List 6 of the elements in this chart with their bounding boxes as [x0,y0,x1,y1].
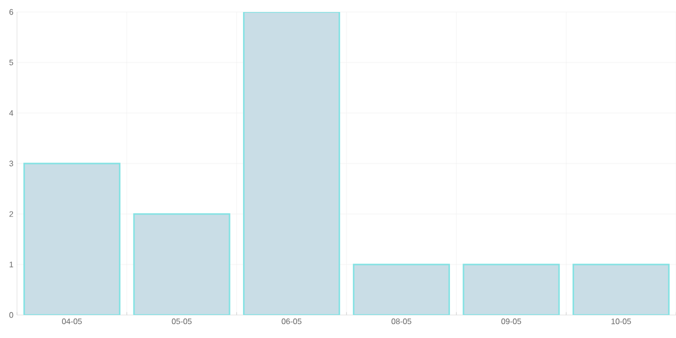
bar [572,264,670,315]
bar [243,12,340,315]
bar [133,213,230,315]
bar [462,264,560,315]
bar [23,162,120,315]
bar [352,264,450,315]
